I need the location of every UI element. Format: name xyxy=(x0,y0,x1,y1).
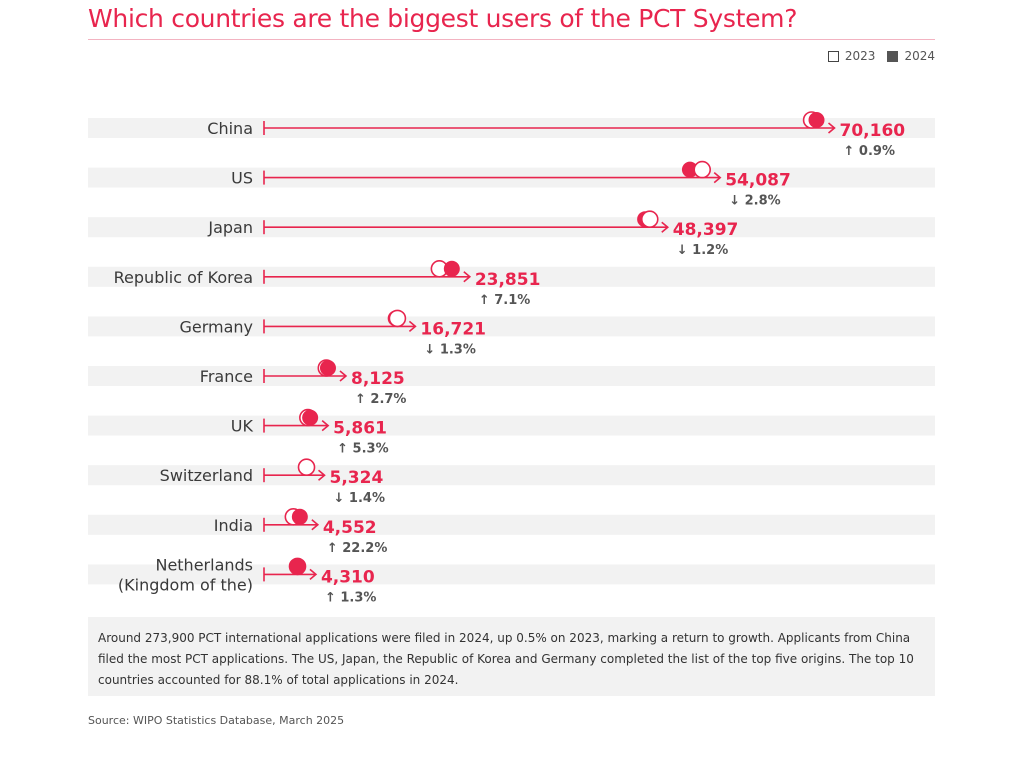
marker-2024 xyxy=(808,112,825,128)
arrow-head xyxy=(339,370,348,382)
country-label-line: US xyxy=(231,169,253,188)
arrow-head xyxy=(318,469,326,481)
arrow-head xyxy=(463,271,472,283)
country-label-line: Germany xyxy=(179,317,253,336)
row-band xyxy=(88,266,935,287)
marker-2023 xyxy=(693,160,712,179)
country-label: US xyxy=(231,169,253,188)
marker-2024 xyxy=(291,508,308,525)
marker-2023 xyxy=(388,309,407,328)
value-label: 8,125 xyxy=(351,369,405,389)
legend-swatch-2023 xyxy=(827,50,839,62)
value-label: 54,087 xyxy=(725,171,791,191)
marker-2023 xyxy=(297,458,316,477)
country-label-line: India xyxy=(214,516,253,535)
country-label: Netherlands (Kingdom of the) xyxy=(118,555,253,594)
value-label: 5,324 xyxy=(330,468,384,488)
source-text: Source: WIPO Statistics Database, March … xyxy=(88,714,345,727)
arrow-head xyxy=(827,122,836,134)
marker-2024 xyxy=(302,409,319,426)
country-label-line: Switzerland xyxy=(160,466,253,485)
country-label: UK xyxy=(231,417,254,436)
change-label-up: ↑ 7.1% xyxy=(479,293,530,308)
legend-swatch-2024 xyxy=(887,50,899,62)
arrow-head xyxy=(661,221,670,233)
change-label-up: ↑ 5.3% xyxy=(337,442,388,457)
country-label-line: UK xyxy=(231,417,254,436)
marker-2023 xyxy=(640,210,659,228)
value-label: 70,160 xyxy=(840,121,906,141)
arrow-head xyxy=(321,419,330,432)
chart-title: Which countries are the biggest users of… xyxy=(88,4,798,33)
country-label: Switzerland xyxy=(160,466,253,485)
country-label-line: China xyxy=(207,119,253,138)
row-band xyxy=(88,316,935,337)
country-label: Germany xyxy=(179,317,253,336)
change-label-up: ↑ 2.7% xyxy=(355,392,406,407)
country-label-line: Netherlands xyxy=(155,555,253,574)
country-label-line: Republic of Korea xyxy=(114,268,253,287)
change-label-down: ↓ 2.8% xyxy=(729,194,780,209)
value-label: 16,721 xyxy=(420,319,486,339)
legend-label-2023: 2023 xyxy=(844,49,876,63)
change-label-up: ↑ 0.9% xyxy=(844,144,895,159)
arrow-head xyxy=(713,171,722,184)
country-label: Republic of Korea xyxy=(114,268,253,287)
marker-2024 xyxy=(443,260,460,277)
arrow-head xyxy=(311,519,320,531)
legend-item-2024: 2024 xyxy=(887,49,935,63)
marker-2024 xyxy=(681,161,698,178)
row-band xyxy=(88,415,935,436)
summary-note: Around 273,900 PCT international applica… xyxy=(88,617,935,696)
country-label-line: France xyxy=(200,367,253,386)
value-label: 48,397 xyxy=(673,220,739,240)
legend-label-2024: 2024 xyxy=(904,49,935,63)
marker-2024 xyxy=(319,360,336,376)
value-label: 4,552 xyxy=(323,518,377,538)
change-label-up: ↑ 1.3% xyxy=(325,590,376,605)
value-label: 23,851 xyxy=(475,270,541,290)
country-label: India xyxy=(214,516,253,535)
change-label-down: ↓ 1.4% xyxy=(334,491,385,506)
change-label-up: ↑ 22.2% xyxy=(327,541,388,556)
legend-item-2023: 2023 xyxy=(827,49,876,63)
title-divider xyxy=(88,39,935,40)
value-label: 4,310 xyxy=(321,567,375,587)
arrow-head xyxy=(408,320,417,333)
country-label-line: Japan xyxy=(207,218,253,237)
value-label: 5,861 xyxy=(333,419,387,439)
row-band xyxy=(88,366,935,386)
marker-2024 xyxy=(289,558,306,575)
arrow-head xyxy=(309,568,318,581)
change-label-down: ↓ 1.2% xyxy=(677,243,728,258)
country-label: Japan xyxy=(207,218,253,237)
country-label-line: (Kingdom of the) xyxy=(118,575,253,594)
country-label: China xyxy=(207,119,253,138)
legend: 2023 2024 xyxy=(827,47,935,65)
change-label-down: ↓ 1.3% xyxy=(424,342,475,357)
country-label: France xyxy=(200,367,253,386)
